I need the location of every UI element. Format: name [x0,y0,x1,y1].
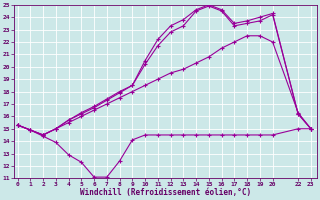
X-axis label: Windchill (Refroidissement éolien,°C): Windchill (Refroidissement éolien,°C) [80,188,251,197]
